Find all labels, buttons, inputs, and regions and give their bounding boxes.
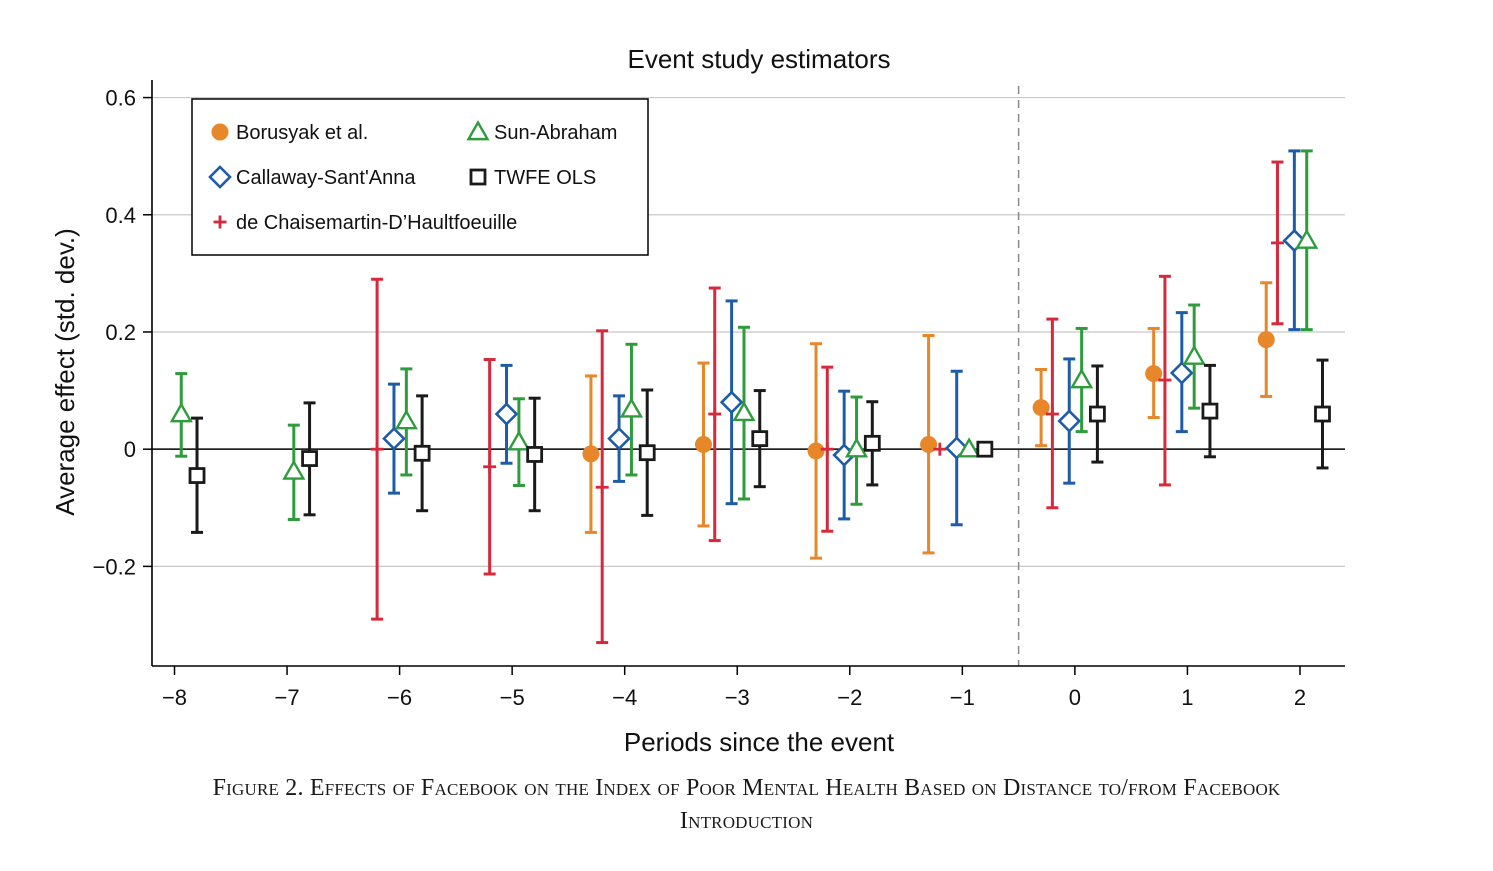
point-marker-square <box>751 430 769 448</box>
point-marker-triangle <box>1182 344 1206 365</box>
x-tick-label: −5 <box>500 685 525 710</box>
legend-item-plus: de Chaisemartin-D’Haultfoeuille <box>213 212 517 234</box>
point-marker-diamond <box>607 426 631 451</box>
reference-lines <box>152 86 1345 666</box>
point-marker-triangle <box>507 430 531 451</box>
y-tick-label: 0.6 <box>105 86 136 111</box>
legend-item-diamond: Callaway-Sant'Anna <box>208 165 416 189</box>
x-tick-label: −4 <box>612 685 637 710</box>
legend-marker-square <box>469 168 487 186</box>
legend-item-circle: Borusyak et al. <box>211 122 368 144</box>
point-marker-triangle <box>844 437 869 458</box>
x-tick-label: −1 <box>950 685 975 710</box>
y-tick-label: 0.4 <box>105 203 136 228</box>
series-triangle <box>169 149 1319 521</box>
legend-label: Sun-Abraham <box>494 122 617 144</box>
point-marker-square <box>863 434 881 452</box>
series-square <box>188 358 1331 534</box>
point-marker-circle <box>1032 399 1050 417</box>
point-marker-square <box>526 446 544 463</box>
x-tick-label: 0 <box>1069 685 1081 710</box>
point-marker-circle <box>694 435 712 453</box>
legend-marker-triangle <box>466 120 490 141</box>
point-marker-diamond <box>494 402 519 426</box>
axes <box>143 80 1345 675</box>
point-marker-circle <box>807 442 825 460</box>
legend-item-square: TWFE OLS <box>469 167 596 189</box>
x-tick-label: −7 <box>275 685 300 710</box>
point-marker-square <box>301 450 318 467</box>
tick-labels: −0.2 0 0.2 0.4 0.6 −8 −7 −6 −5 −4 −3 −2 −1 0 1 2 <box>93 86 1307 710</box>
series-plus <box>370 160 1284 645</box>
point-marker-square <box>413 444 431 462</box>
caption-line-1: Figure 2. Effects of Facebook on the Ind… <box>212 775 1281 801</box>
legend: Borusyak et al. Sun-Abraham Callaway-Sant'… <box>191 98 649 256</box>
point-marker-square <box>1314 405 1331 423</box>
point-marker-triangle <box>1295 228 1319 249</box>
chart-title: Event study estimators <box>628 44 891 74</box>
point-marker-triangle <box>619 397 644 418</box>
point-marker-circle <box>1145 365 1163 383</box>
x-tick-label: −2 <box>837 685 862 710</box>
event-study-chart: −0.2 0 0.2 0.4 0.6 −8 −7 −6 −5 −4 −3 −2 −1 0 1 2 Event … <box>50 44 1345 757</box>
x-tick-label: −3 <box>725 685 750 710</box>
y-tick-label: −0.2 <box>93 554 136 579</box>
legend-label: Callaway-Sant'Anna <box>236 167 416 189</box>
point-marker-diamond <box>1169 361 1194 385</box>
series-diamond <box>382 149 1307 527</box>
point-marker-diamond <box>382 426 406 451</box>
point-marker-diamond <box>719 390 744 415</box>
series-circle <box>582 281 1275 560</box>
point-marker-triangle <box>957 437 981 458</box>
point-marker-square <box>976 440 994 458</box>
legend-label: TWFE OLS <box>494 167 596 189</box>
point-marker-circle <box>582 445 600 463</box>
x-tick-label: 1 <box>1181 685 1193 710</box>
point-marker-circle <box>1257 331 1275 349</box>
legend-box <box>191 98 649 256</box>
point-marker-square <box>638 444 656 462</box>
point-marker-diamond <box>1057 409 1082 433</box>
point-marker-triangle <box>282 459 306 480</box>
legend-marker-diamond <box>208 165 232 189</box>
y-tick-label: 0 <box>124 437 136 462</box>
legend-label: de Chaisemartin-D’Haultfoeuille <box>236 212 517 234</box>
figure-caption: Figure 2. Effects of Facebook on the Ind… <box>0 772 1493 838</box>
point-marker-triangle <box>1070 368 1094 389</box>
y-axis-label: Average effect (std. dev.) <box>50 228 80 516</box>
x-tick-label: −6 <box>387 685 412 710</box>
point-marker-square <box>1201 402 1219 420</box>
point-marker-square <box>188 467 206 484</box>
caption-line-2: Introduction <box>679 808 814 834</box>
point-marker-square <box>1088 405 1106 423</box>
x-tick-label: −8 <box>162 685 187 710</box>
legend-marker-circle <box>211 123 229 141</box>
x-tick-label: 2 <box>1294 685 1306 710</box>
x-axis-label: Periods since the event <box>624 727 895 757</box>
point-marker-triangle <box>732 400 756 422</box>
point-marker-triangle <box>169 402 193 423</box>
legend-label: Borusyak et al. <box>236 122 368 144</box>
y-tick-label: 0.2 <box>105 320 136 345</box>
series-marks <box>169 149 1331 645</box>
point-marker-triangle <box>394 409 418 430</box>
legend-item-triangle: Sun-Abraham <box>466 120 617 144</box>
point-marker-circle <box>920 435 938 453</box>
